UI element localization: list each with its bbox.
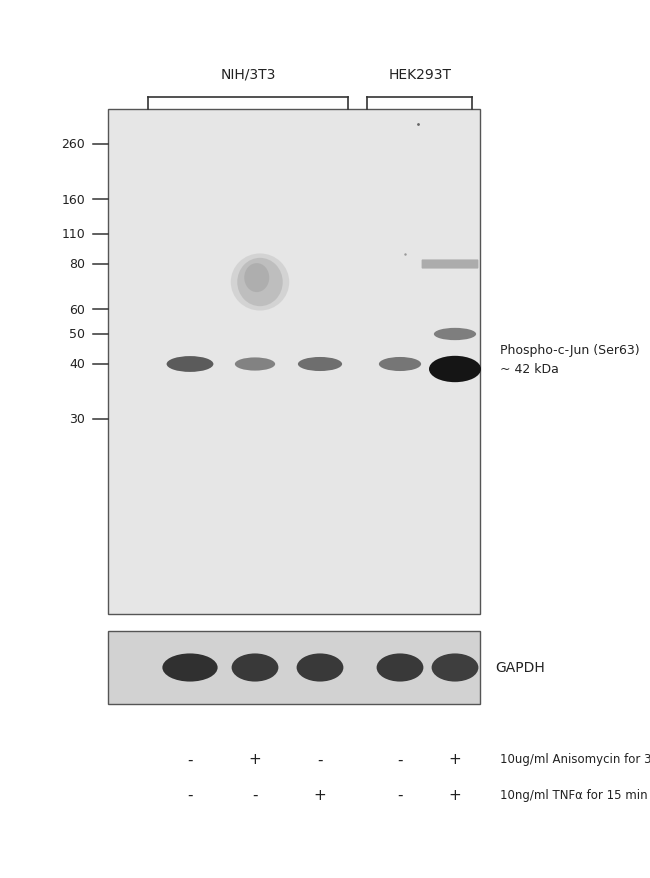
Text: 260: 260: [61, 139, 85, 151]
Text: -: -: [397, 752, 403, 766]
Text: 160: 160: [61, 193, 85, 206]
Ellipse shape: [434, 328, 476, 341]
Text: 60: 60: [69, 303, 85, 316]
Text: 10ng/ml TNFα for 15 min: 10ng/ml TNFα for 15 min: [500, 788, 647, 801]
Ellipse shape: [237, 258, 283, 306]
Ellipse shape: [231, 654, 278, 682]
Text: Phospho-c-Jun (Ser63)
~ 42 kDa: Phospho-c-Jun (Ser63) ~ 42 kDa: [500, 343, 640, 376]
Ellipse shape: [432, 654, 478, 682]
Text: 50: 50: [69, 328, 85, 342]
Text: -: -: [252, 787, 258, 802]
Text: +: +: [313, 787, 326, 802]
Text: 10ug/ml Anisomycin for 30 min: 10ug/ml Anisomycin for 30 min: [500, 752, 650, 766]
Text: -: -: [187, 787, 193, 802]
Text: +: +: [448, 787, 461, 802]
Ellipse shape: [235, 358, 275, 371]
Text: -: -: [397, 787, 403, 802]
Ellipse shape: [298, 357, 342, 371]
Text: -: -: [187, 752, 193, 766]
Text: 40: 40: [69, 358, 85, 371]
Text: HEK293T: HEK293T: [389, 68, 452, 82]
Ellipse shape: [379, 357, 421, 371]
FancyBboxPatch shape: [108, 110, 480, 615]
FancyBboxPatch shape: [108, 631, 480, 704]
Text: GAPDH: GAPDH: [495, 661, 545, 674]
Text: +: +: [248, 752, 261, 766]
Ellipse shape: [231, 254, 289, 311]
Ellipse shape: [166, 356, 213, 372]
Ellipse shape: [296, 654, 343, 682]
Ellipse shape: [429, 356, 481, 383]
Text: 30: 30: [69, 413, 85, 426]
Text: -: -: [317, 752, 323, 766]
FancyBboxPatch shape: [422, 260, 478, 270]
Text: 110: 110: [61, 228, 85, 241]
Text: 80: 80: [69, 258, 85, 271]
Text: NIH/3T3: NIH/3T3: [220, 68, 276, 82]
Ellipse shape: [162, 654, 218, 682]
Text: +: +: [448, 752, 461, 766]
Ellipse shape: [244, 263, 269, 292]
Ellipse shape: [376, 654, 423, 682]
